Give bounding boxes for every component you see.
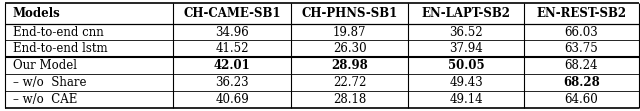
Text: 28.98: 28.98	[331, 59, 368, 72]
Text: 36.52: 36.52	[449, 26, 483, 39]
Text: 64.60: 64.60	[564, 93, 598, 106]
Text: 49.43: 49.43	[449, 76, 483, 89]
Text: 37.94: 37.94	[449, 42, 483, 55]
Text: Models: Models	[13, 7, 61, 20]
Text: EN-REST-SB2: EN-REST-SB2	[536, 7, 627, 20]
Text: 34.96: 34.96	[215, 26, 249, 39]
Text: 26.30: 26.30	[333, 42, 366, 55]
Text: 50.05: 50.05	[448, 59, 484, 72]
Text: 42.01: 42.01	[214, 59, 250, 72]
Text: 22.72: 22.72	[333, 76, 366, 89]
Text: EN-LAPT-SB2: EN-LAPT-SB2	[422, 7, 511, 20]
Text: 68.24: 68.24	[564, 59, 598, 72]
Text: 40.69: 40.69	[215, 93, 249, 106]
Text: 49.14: 49.14	[449, 93, 483, 106]
Text: 68.28: 68.28	[563, 76, 600, 89]
Text: – w/o  Share: – w/o Share	[13, 76, 86, 89]
Text: – w/o  CAE: – w/o CAE	[13, 93, 77, 106]
Text: End-to-end lstm: End-to-end lstm	[13, 42, 108, 55]
Text: 66.03: 66.03	[564, 26, 598, 39]
Text: 28.18: 28.18	[333, 93, 366, 106]
Text: Our Model: Our Model	[13, 59, 77, 72]
Text: 63.75: 63.75	[564, 42, 598, 55]
Text: 19.87: 19.87	[333, 26, 366, 39]
Text: 36.23: 36.23	[215, 76, 249, 89]
Text: 41.52: 41.52	[215, 42, 249, 55]
Text: End-to-end cnn: End-to-end cnn	[13, 26, 104, 39]
Text: CH-CAME-SB1: CH-CAME-SB1	[183, 7, 281, 20]
Text: CH-PHNS-SB1: CH-PHNS-SB1	[301, 7, 397, 20]
